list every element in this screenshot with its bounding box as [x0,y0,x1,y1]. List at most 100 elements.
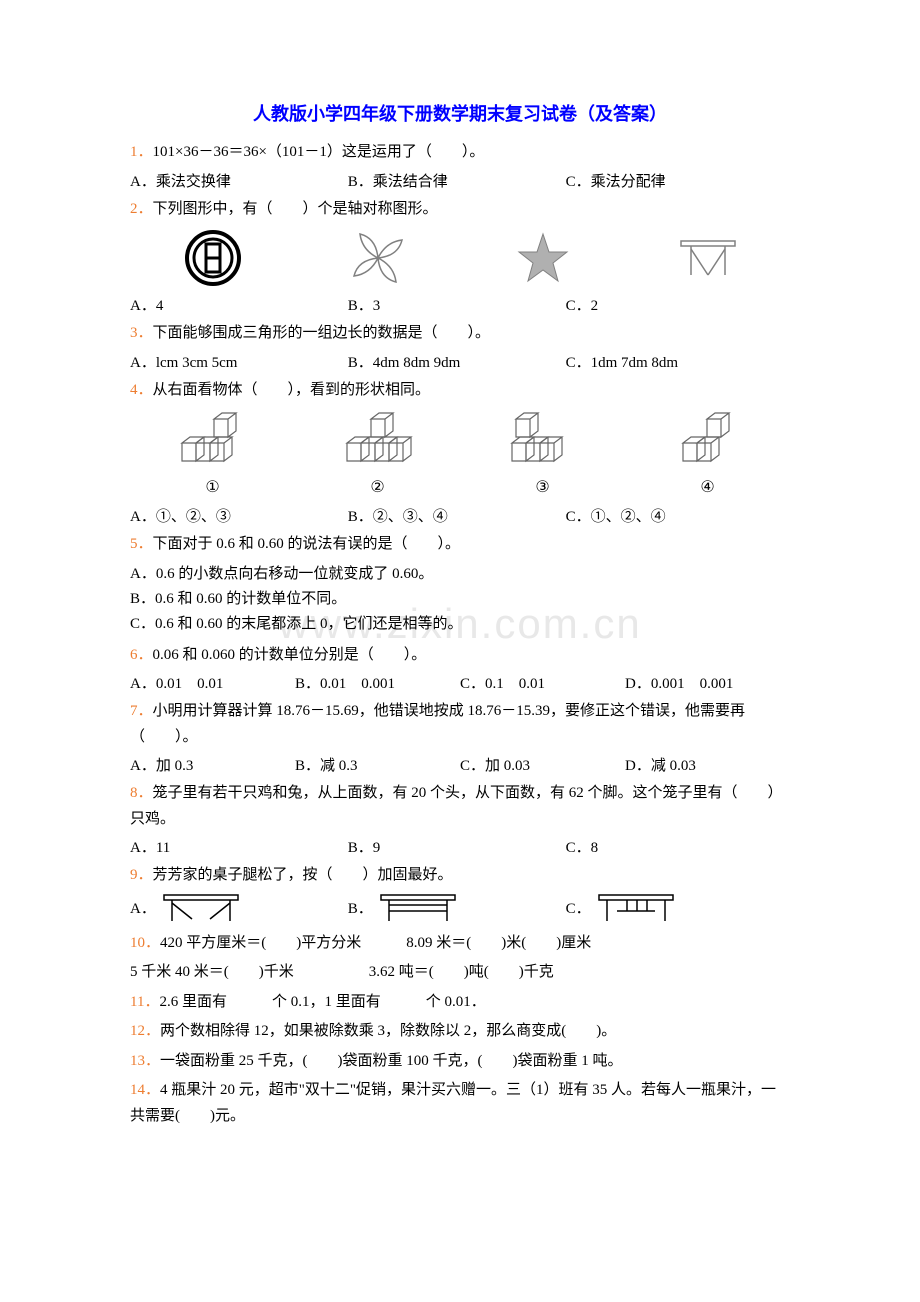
q6-num: 6． [130,647,153,663]
star-icon [515,230,571,286]
question-14: 14．4 瓶果汁 20 元，超市"双十二"促销，果汁买六赠一。三（1）班有 35… [130,1078,790,1129]
q3-text: 下面能够围成三角形的一组边长的数据是（ ）。 [153,325,491,341]
q6-opt-c: C．0.1 0.01 [460,672,625,693]
question-8: 8．笼子里有若干只鸡和兔，从上面数，有 20 个头，从下面数，有 62 个脚。这… [130,781,790,832]
q12-num: 12． [130,1023,160,1039]
q7-options: A．加 0.3 B．减 0.3 C．加 0.03 D．减 0.03 [130,754,790,775]
question-3: 3．下面能够围成三角形的一组边长的数据是（ ）。 [130,321,790,347]
question-12: 12．两个数相除得 12，如果被除数乘 3，除数除以 2，那么商变成( )。 [130,1019,790,1045]
question-9: 9．芳芳家的桌子腿松了，按（ ）加固最好。 [130,863,790,889]
cube-shape-1-icon [172,411,254,477]
q5-num: 5． [130,536,153,552]
q9-opt-b: B． [348,893,566,923]
q7-opt-b: B．减 0.3 [295,754,460,775]
question-6: 6．0.06 和 0.060 的计数单位分别是（ ）。 [130,643,790,669]
q6-opt-a: A．0.01 0.01 [130,672,295,693]
q2-text: 下列图形中，有（ ）个是轴对称图形。 [153,201,438,217]
q4-opt-b: B．②、③、④ [348,505,566,526]
q5-opt-c: C．0.6 和 0.60 的末尾都添上 0，它们还是相等的。 [130,612,790,633]
q8-opt-c: C．8 [566,836,784,857]
q13-num: 13． [130,1053,160,1069]
q6-opt-d: D．0.001 0.001 [625,672,790,693]
q5-opt-a: A．0.6 的小数点向右移动一位就变成了 0.60。 [130,562,790,583]
q3-options: A．lcm 3cm 5cm B．4dm 8dm 9dm C．1dm 7dm 8d… [130,351,790,372]
q8-num: 8． [130,785,153,801]
q7-text: 小明用计算器计算 18.76－15.69，他错误地按成 18.76－15.39，… [130,703,745,745]
circle-4: ④ [625,477,790,497]
q9-options: A． B． C． [130,893,790,923]
question-5: 5．下面对于 0.6 和 0.60 的说法有误的是（ ）。 [130,532,790,558]
table-brace-b-icon [379,893,457,923]
q1-options: A．乘法交换律 B．乘法结合律 C．乘法分配律 [130,170,790,191]
q7-opt-c: C．加 0.03 [460,754,625,775]
pinwheel-icon [350,230,406,286]
q14-text: 4 瓶果汁 20 元，超市"双十二"促销，果汁买六赠一。三（1）班有 35 人。… [130,1082,776,1124]
q10-text2: 5 千米 40 米＝( )千米 3.62 吨＝( )吨( )千克 [130,964,554,980]
q4-images: ① ② ③ [130,411,790,497]
table-brace-a-icon [162,893,240,923]
question-10: 10．420 平方厘米＝( )平方分米 8.09 米＝( )米( )厘米 [130,931,790,957]
q9-opt-a: A． [130,893,348,923]
q1-opt-b: B．乘法结合律 [348,170,566,191]
page-title: 人教版小学四年级下册数学期末复习试卷（及答案） [130,100,790,126]
q2-opt-a: A．4 [130,294,348,315]
q9-num: 9． [130,867,153,883]
q4-opt-c: C．①、②、④ [566,505,784,526]
q2-options: A．4 B．3 C．2 [130,294,790,315]
q3-opt-c: C．1dm 7dm 8dm [566,351,784,372]
cube-shape-3-icon [502,411,584,477]
q2-images [130,230,790,286]
q6-options: A．0.01 0.01 B．0.01 0.001 C．0.1 0.01 D．0.… [130,672,790,693]
question-10-line2: 5 千米 40 米＝( )千米 3.62 吨＝( )吨( )千克 [130,960,790,986]
q5-options: A．0.6 的小数点向右移动一位就变成了 0.60。 B．0.6 和 0.60 … [130,562,790,637]
q8-options: A．11 B．9 C．8 [130,836,790,857]
cube-shape-2-icon [337,411,419,477]
q6-text: 0.06 和 0.060 的计数单位分别是（ ）。 [153,647,427,663]
q1-opt-a: A．乘法交换律 [130,170,348,191]
q8-opt-b: B．9 [348,836,566,857]
q2-num: 2． [130,201,153,217]
q11-num: 11． [130,994,159,1010]
q7-opt-d: D．减 0.03 [625,754,790,775]
question-7: 7．小明用计算器计算 18.76－15.69，他错误地按成 18.76－15.3… [130,699,790,750]
q10-num: 10． [130,935,160,951]
question-2: 2．下列图形中，有（ ）个是轴对称图形。 [130,197,790,223]
q2-opt-c: C．2 [566,294,784,315]
cube-shape-4-icon [673,411,743,477]
circle-1: ① [130,477,295,497]
table-shape-icon [675,235,741,281]
q10-text: 420 平方厘米＝( )平方分米 8.09 米＝( )米( )厘米 [160,935,591,951]
q4-num: 4． [130,382,153,398]
question-13: 13．一袋面粉重 25 千克，( )袋面粉重 100 千克，( )袋面粉重 1 … [130,1049,790,1075]
q9-opt-c: C． [566,893,784,923]
q4-text: 从右面看物体（ ），看到的形状相同。 [153,382,431,398]
q3-num: 3． [130,325,153,341]
q3-opt-a: A．lcm 3cm 5cm [130,351,348,372]
question-11: 11．2.6 里面有 个 0.1，1 里面有 个 0.01． [130,990,790,1016]
question-1: 1．101×36－36＝36×（101－1）这是运用了（ ）。 [130,140,790,166]
q12-text: 两个数相除得 12，如果被除数乘 3，除数除以 2，那么商变成( )。 [160,1023,616,1039]
q5-text: 下面对于 0.6 和 0.60 的说法有误的是（ ）。 [153,536,461,552]
q8-opt-a: A．11 [130,836,348,857]
q5-opt-b: B．0.6 和 0.60 的计数单位不同。 [130,587,790,608]
table-brace-c-icon [597,893,675,923]
q11-text: 2.6 里面有 个 0.1，1 里面有 个 0.01． [159,994,485,1010]
q1-opt-c: C．乘法分配律 [566,170,784,191]
q6-opt-b: B．0.01 0.001 [295,672,460,693]
q1-text: 101×36－36＝36×（101－1）这是运用了（ ）。 [153,144,485,160]
q13-text: 一袋面粉重 25 千克，( )袋面粉重 100 千克，( )袋面粉重 1 吨。 [160,1053,622,1069]
q9-text: 芳芳家的桌子腿松了，按（ ）加固最好。 [153,867,453,883]
q3-opt-b: B．4dm 8dm 9dm [348,351,566,372]
q8-text: 笼子里有若干只鸡和兔，从上面数，有 20 个头，从下面数，有 62 个脚。这个笼… [130,785,783,827]
bank-logo-icon [185,230,241,286]
question-4: 4．从右面看物体（ ），看到的形状相同。 [130,378,790,404]
q7-num: 7． [130,703,153,719]
q4-options: A．①、②、③ B．②、③、④ C．①、②、④ [130,505,790,526]
q2-opt-b: B．3 [348,294,566,315]
circle-2: ② [295,477,460,497]
q4-opt-a: A．①、②、③ [130,505,348,526]
q14-num: 14． [130,1082,160,1098]
q1-num: 1． [130,144,153,160]
circle-3: ③ [460,477,625,497]
q7-opt-a: A．加 0.3 [130,754,295,775]
